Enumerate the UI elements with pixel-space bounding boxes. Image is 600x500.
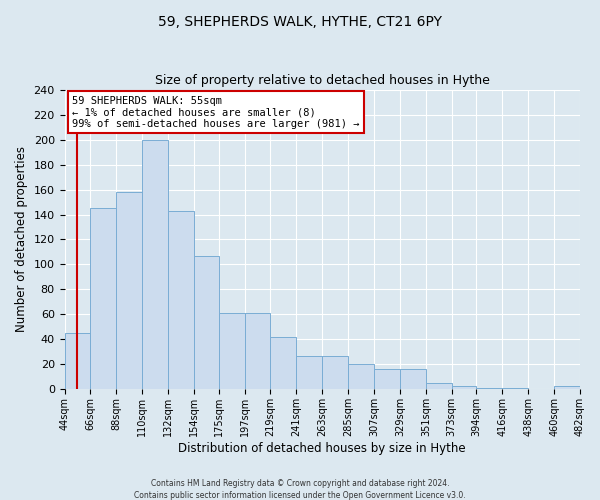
Bar <box>322 356 348 390</box>
Bar <box>116 192 142 390</box>
Bar <box>65 333 91 390</box>
Bar <box>476 388 502 390</box>
Text: 59, SHEPHERDS WALK, HYTHE, CT21 6PY: 59, SHEPHERDS WALK, HYTHE, CT21 6PY <box>158 15 442 29</box>
Bar <box>271 337 296 390</box>
Bar <box>452 386 476 390</box>
Bar <box>554 386 580 390</box>
Bar <box>348 364 374 390</box>
Bar <box>194 256 218 390</box>
Bar <box>91 208 116 390</box>
Y-axis label: Number of detached properties: Number of detached properties <box>15 146 28 332</box>
Text: Contains HM Land Registry data © Crown copyright and database right 2024.
Contai: Contains HM Land Registry data © Crown c… <box>134 478 466 500</box>
Bar <box>426 383 452 390</box>
Text: 59 SHEPHERDS WALK: 55sqm
← 1% of detached houses are smaller (8)
99% of semi-det: 59 SHEPHERDS WALK: 55sqm ← 1% of detache… <box>72 96 360 129</box>
Bar <box>400 370 426 390</box>
Bar <box>218 313 245 390</box>
Bar <box>296 356 322 390</box>
Bar <box>374 370 400 390</box>
Bar <box>502 388 528 390</box>
X-axis label: Distribution of detached houses by size in Hythe: Distribution of detached houses by size … <box>178 442 466 455</box>
Bar <box>168 211 194 390</box>
Bar <box>245 313 271 390</box>
Title: Size of property relative to detached houses in Hythe: Size of property relative to detached ho… <box>155 74 490 87</box>
Bar <box>142 140 168 390</box>
